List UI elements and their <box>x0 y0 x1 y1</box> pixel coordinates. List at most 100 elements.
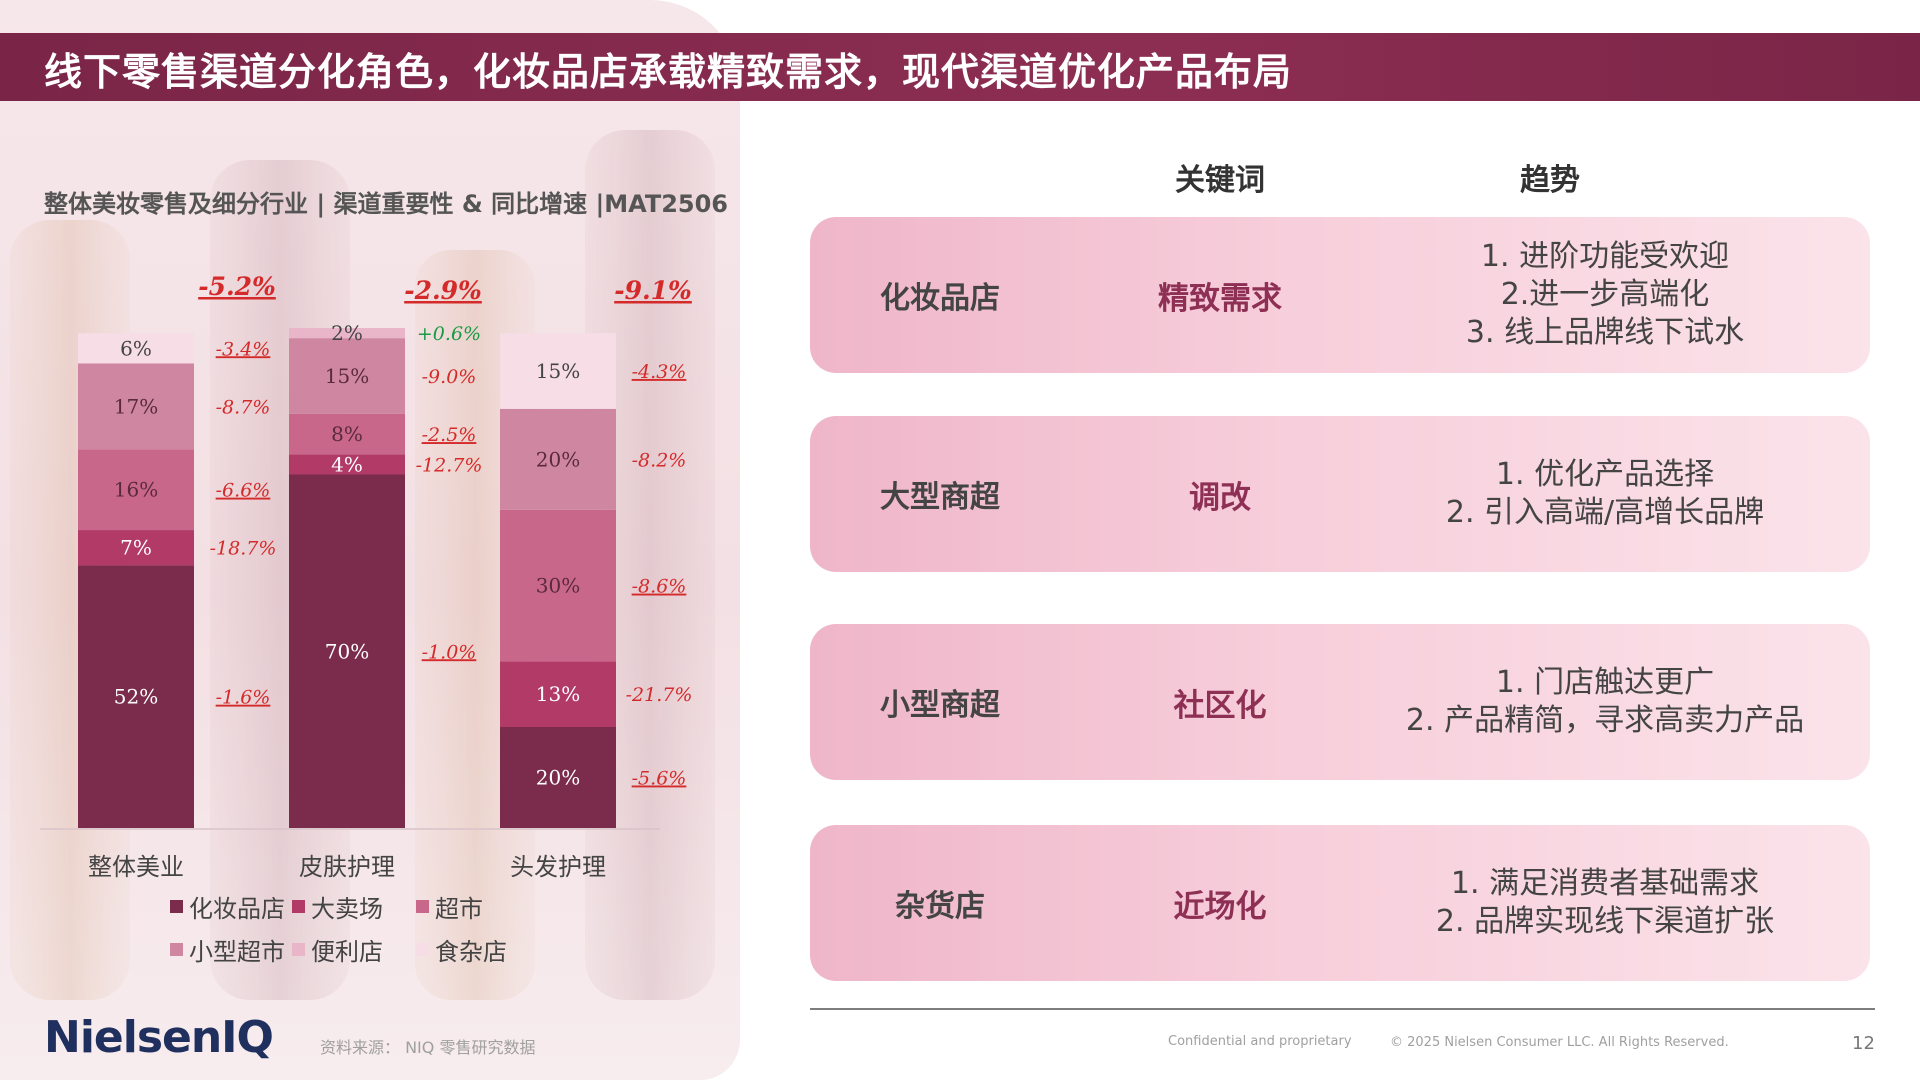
trend-line: 2. 产品精简，寻求高卖力产品 <box>1405 703 1805 738</box>
segment-yoy-label: -2.5% <box>422 424 477 446</box>
channel-trends: 1. 门店触达更广 2. 产品精简，寻求高卖力产品 <box>1370 624 1840 780</box>
segment-value-label: 13% <box>536 682 580 706</box>
segment-yoy-label: -5.6% <box>632 768 687 790</box>
bar-segment <box>500 727 616 828</box>
legend-label: 食杂店 <box>435 938 507 966</box>
legend-item-convenience-store: 便利店 <box>292 932 416 967</box>
bar-segment <box>78 363 194 450</box>
segment-value-label: 20% <box>536 447 580 471</box>
legend-item-cosmetics-store: 化妆品店 <box>170 889 292 924</box>
copyright-note: © 2025 Nielsen Consumer LLC. All Rights … <box>1390 1035 1729 1050</box>
segment-value-label: 17% <box>114 394 158 418</box>
total-yoy-label: -9.1% <box>614 276 692 305</box>
segment-value-label: 2% <box>331 321 363 345</box>
legend-label: 超市 <box>435 895 483 923</box>
channel-row-cosmetics-store: 化妆品店 精致需求 1. 进阶功能受欢迎 2.进一步高端化 3. 线上品牌线下试… <box>810 217 1870 373</box>
channel-trends: 1. 优化产品选择 2. 引入高端/高增长品牌 <box>1370 416 1840 572</box>
segment-value-label: 8% <box>331 422 363 446</box>
trend-line: 1. 门店触达更广 <box>1495 665 1715 700</box>
legend-item-hypermarket: 大卖场 <box>292 889 416 924</box>
page-title: 线下零售渠道分化角色，化妆品店承载精致需求，现代渠道优化产品布局 <box>44 50 1293 94</box>
nielseniq-logo: NielsenIQ <box>44 1012 274 1063</box>
confidential-note: Confidential and proprietary <box>1168 1034 1352 1049</box>
legend-label: 小型超市 <box>189 938 285 966</box>
source-note: 资料来源： NIQ 零售研究数据 <box>320 1038 536 1057</box>
bar-segment <box>500 333 616 409</box>
segment-value-label: 20% <box>536 766 580 790</box>
segment-yoy-label: -1.6% <box>216 687 271 709</box>
x-axis-category-label: 皮肤护理 <box>299 853 395 881</box>
column-header-keyword: 关键词 <box>1175 163 1265 198</box>
channel-row-grocery-store: 杂货店 近场化 1. 满足消费者基础需求 2. 品牌实现线下渠道扩张 <box>810 825 1870 981</box>
chart-subtitle: 整体美妆零售及细分行业 | 渠道重要性 & 同比增速 |MAT2506 <box>44 190 728 218</box>
column-header-trend: 趋势 <box>1520 163 1580 198</box>
trend-line: 2. 引入高端/高增长品牌 <box>1445 495 1765 530</box>
channel-row-small-supermarket: 小型商超 社区化 1. 门店触达更广 2. 产品精简，寻求高卖力产品 <box>810 624 1870 780</box>
total-yoy-label: -2.9% <box>404 276 482 305</box>
channel-trends: 1. 进阶功能受欢迎 2.进一步高端化 3. 线上品牌线下试水 <box>1370 217 1840 373</box>
legend-row: 小型超市 便利店 食杂店 <box>170 928 590 971</box>
legend-row: 化妆品店 大卖场 超市 <box>170 885 590 928</box>
bar-segment <box>289 328 405 339</box>
bar-segment <box>500 661 616 727</box>
trend-line: 1. 进阶功能受欢迎 <box>1480 239 1730 274</box>
segment-yoy-label: -8.6% <box>632 576 687 598</box>
segment-yoy-label: -9.0% <box>422 366 477 388</box>
bar-segment <box>78 530 194 566</box>
segment-yoy-label: -4.3% <box>632 361 687 383</box>
trend-line: 1. 满足消费者基础需求 <box>1450 866 1760 901</box>
segment-value-label: 7% <box>120 536 152 560</box>
segment-yoy-label: -21.7% <box>626 684 693 706</box>
bar-segment <box>78 449 194 531</box>
trend-line: 3. 线上品牌线下试水 <box>1465 315 1745 350</box>
trend-line: 2.进一步高端化 <box>1500 277 1710 312</box>
chart-legend: 化妆品店 大卖场 超市 小型超市 便利店 食杂店 <box>170 885 590 971</box>
channel-name: 大型商超 <box>880 480 1000 515</box>
segment-value-label: 16% <box>114 478 158 502</box>
bar-segment <box>289 413 405 455</box>
channel-name: 杂货店 <box>895 889 985 924</box>
segment-yoy-label: +0.6% <box>417 323 481 345</box>
bar-segment <box>78 565 194 828</box>
legend-swatch <box>416 943 429 956</box>
legend-swatch <box>170 943 183 956</box>
channel-keyword: 调改 <box>1189 479 1251 516</box>
legend-swatch <box>292 900 305 913</box>
title-bar: 线下零售渠道分化角色，化妆品店承载精致需求，现代渠道优化产品布局 <box>0 33 1920 101</box>
legend-swatch <box>416 900 429 913</box>
channel-row-large-supermarket: 大型商超 调改 1. 优化产品选择 2. 引入高端/高增长品牌 <box>810 416 1870 572</box>
bar-segment <box>289 454 405 475</box>
segment-value-label: 30% <box>536 574 580 598</box>
legend-label: 化妆品店 <box>189 895 285 923</box>
legend-item-supermarket: 超市 <box>416 889 540 924</box>
segment-yoy-label: -3.4% <box>216 338 271 360</box>
channel-keyword: 社区化 <box>1173 687 1267 724</box>
segment-yoy-label: -6.6% <box>216 480 271 502</box>
segment-yoy-label: -8.7% <box>216 396 271 418</box>
bar-segment <box>289 474 405 828</box>
segment-yoy-label: -1.0% <box>422 641 477 663</box>
segment-value-label: 15% <box>325 364 369 388</box>
segment-value-label: 70% <box>325 639 369 663</box>
channel-name: 小型商超 <box>880 688 1000 723</box>
trend-line: 1. 优化产品选择 <box>1495 457 1715 492</box>
segment-yoy-label: -8.2% <box>632 449 687 471</box>
x-axis-category-label: 整体美业 <box>88 853 184 881</box>
legend-label: 大卖场 <box>311 895 383 923</box>
segment-value-label: 6% <box>120 336 152 360</box>
bar-segment <box>289 338 405 414</box>
legend-label: 便利店 <box>311 938 383 966</box>
channel-name: 化妆品店 <box>880 281 1000 316</box>
trend-line: 2. 品牌实现线下渠道扩张 <box>1435 904 1775 939</box>
segment-yoy-label: -18.7% <box>210 538 277 560</box>
total-yoy-label: -5.2% <box>198 272 276 301</box>
stacked-bar-chart: 52% -1.6% 7% -18.7% 16% -6.6% 17% -8.7% 6% -3.4% -… <box>40 272 693 881</box>
segment-value-label: 52% <box>114 685 158 709</box>
x-axis-category-label: 头发护理 <box>510 853 606 881</box>
bar-segment <box>500 509 616 662</box>
segment-value-label: 15% <box>536 359 580 383</box>
channel-trends: 1. 满足消费者基础需求 2. 品牌实现线下渠道扩张 <box>1370 825 1840 981</box>
page-number: 12 <box>1852 1033 1875 1054</box>
segment-yoy-label: -12.7% <box>416 454 483 476</box>
footer-divider <box>810 1008 1875 1010</box>
